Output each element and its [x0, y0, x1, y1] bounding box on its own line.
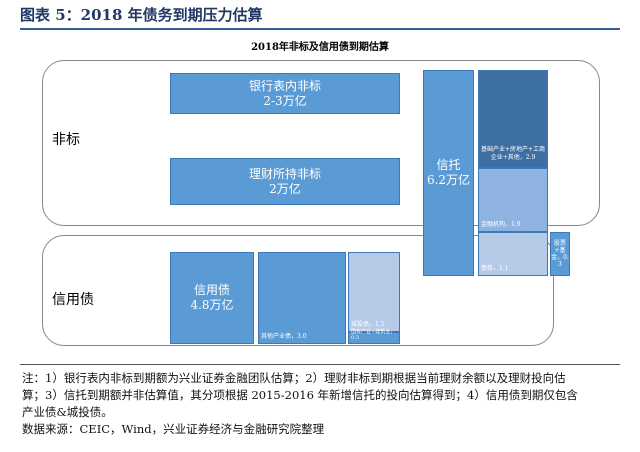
box: 银行表内非标 2-3万亿	[170, 73, 400, 114]
note-line: 注：1）银行表内非标到期额为兴业证券金融团队估算；2）理财非标到期根据当前理财余…	[22, 371, 566, 385]
box-label: 国有产业+建筑业，0.3	[351, 329, 396, 341]
box-label: 其他产业债，3.0	[261, 333, 307, 340]
box: 金融机构，1.9	[478, 168, 548, 232]
box: 信托 6.2万亿	[423, 70, 474, 276]
box-label: 银行表内非标	[248, 78, 321, 93]
box-label: 信托	[436, 158, 461, 172]
box: 理财所持非标 2万亿	[170, 158, 400, 205]
header-rule	[20, 28, 620, 30]
group-label: 非标	[52, 132, 80, 148]
box: 债券，1.1	[478, 232, 548, 276]
box-label: 股票+基金，0.3	[551, 240, 569, 268]
box-label: 6.2万亿	[426, 173, 471, 187]
header-title: 图表 5：2018 年债务到期压力估算	[20, 6, 263, 24]
group-label: 信用债	[52, 292, 94, 308]
note-line: 产业债&城投债。	[22, 405, 113, 419]
box-label: 理财所持非标	[248, 166, 321, 181]
box-label: 2-3万亿	[263, 93, 307, 108]
box: 其他产业债，3.0	[258, 252, 346, 344]
box-label: 债券，1.1	[481, 265, 509, 272]
group-frame	[42, 60, 600, 226]
box: 股票+基金，0.3	[550, 232, 570, 276]
box-label: 信用债	[193, 283, 230, 297]
source: 数据来源：CEIC，Wind，兴业证券经济与金融研究院整理	[22, 422, 325, 436]
box-label: 4.8万亿	[190, 298, 234, 312]
box-label: 2万亿	[269, 181, 301, 196]
box-label: 基础产业+房地产+工商企业+其他，2.9	[480, 146, 546, 161]
box: 基础产业+房地产+工商企业+其他，2.9	[478, 70, 548, 168]
box: 国有产业+建筑业，0.3	[348, 329, 400, 344]
group-frame	[42, 235, 554, 346]
box: 信用债 4.8万亿	[170, 252, 254, 344]
box-label: 城投债，1.5	[351, 321, 385, 328]
box: 城投债，1.5	[348, 252, 400, 332]
subtitle: 2018年非标及信用债到期估算	[251, 42, 389, 53]
notes-rule	[20, 364, 620, 365]
note-line: 算；3）信托到期额并非估算值，其分项根据 2015-2016 年新增信托的投向估…	[22, 388, 578, 402]
box-label: 金融机构，1.9	[481, 221, 521, 228]
